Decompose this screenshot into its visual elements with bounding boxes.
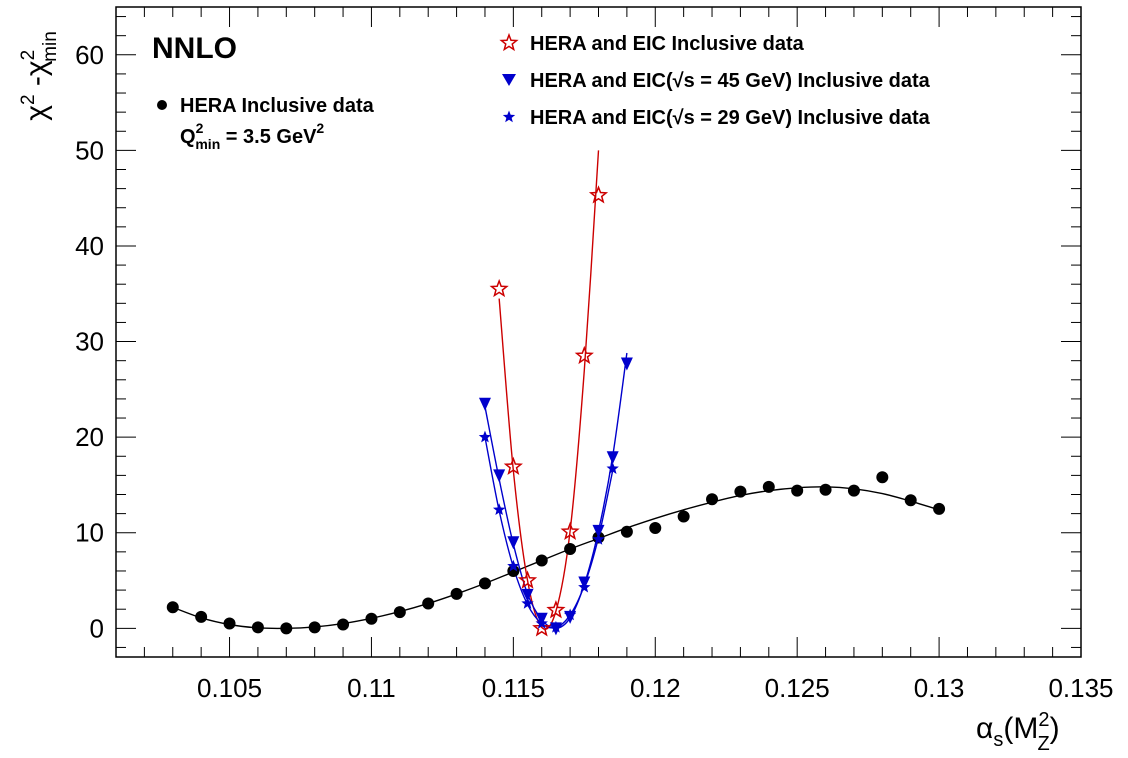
- point-eic: [588, 185, 609, 204]
- axis-ticks: [116, 7, 1082, 657]
- legend-marker-eic45: [502, 74, 516, 86]
- y-tick-labels: 0 10 20 30 40 50 60: [75, 40, 104, 644]
- point-hera: [791, 484, 804, 497]
- point-eic: [546, 600, 566, 619]
- legend-label-eic45: HERA and EIC(√s = 45 GeV) Inclusive data: [530, 70, 931, 92]
- legend-label-eic29: HERA and EIC(√s = 29 GeV) Inclusive data: [530, 107, 931, 129]
- point-hera: [251, 621, 264, 634]
- point-hera: [393, 606, 406, 619]
- x-tick-label: 0.11: [347, 673, 396, 703]
- point-eic45: [620, 357, 633, 371]
- point-eic29: [507, 559, 520, 572]
- fit-curve-3: [484, 437, 614, 629]
- legend-marker-eic29: [502, 110, 516, 123]
- plot-frame: [115, 6, 1082, 658]
- point-eic45: [592, 524, 605, 538]
- point-hera: [620, 525, 633, 538]
- point-hera: [365, 612, 378, 625]
- point-hera: [166, 601, 179, 614]
- point-hera: [933, 502, 946, 515]
- point-hera: [422, 597, 435, 610]
- point-eic29: [535, 617, 548, 629]
- legend-label-hera: HERA Inclusive data: [180, 95, 375, 117]
- point-eic29: [478, 430, 492, 443]
- y-tick-label: 50: [75, 135, 104, 165]
- point-hera: [649, 521, 662, 534]
- point-hera: [904, 494, 917, 507]
- point-eic29: [549, 620, 563, 633]
- point-hera: [819, 483, 832, 496]
- point-eic: [574, 345, 594, 365]
- y-tick-label: 60: [75, 40, 104, 70]
- point-eic: [489, 278, 509, 298]
- point-eic: [517, 570, 538, 589]
- point-eic45: [478, 397, 491, 411]
- x-tick-label: 0.12: [630, 673, 681, 703]
- point-eic29: [492, 503, 506, 516]
- point-hera: [337, 618, 350, 631]
- point-eic29: [521, 596, 534, 609]
- x-axis-label: αs(M2 Z): [976, 709, 1060, 755]
- legend-right: HERA and EIC Inclusive data HERA and EIC…: [499, 32, 931, 129]
- point-hera: [847, 484, 860, 497]
- point-eic45: [493, 469, 506, 483]
- x-tick-label: 0.13: [914, 673, 965, 703]
- point-hera: [706, 493, 719, 506]
- data-points: [166, 185, 946, 637]
- point-eic29: [563, 608, 577, 621]
- point-hera: [762, 480, 775, 493]
- point-eic: [560, 521, 580, 540]
- point-hera: [478, 577, 491, 590]
- point-eic: [503, 456, 523, 475]
- point-hera: [734, 485, 747, 498]
- point-hera: [280, 622, 293, 635]
- point-eic45: [521, 588, 534, 602]
- point-hera: [308, 621, 321, 634]
- y-tick-label: 40: [75, 231, 104, 261]
- point-eic29: [592, 532, 605, 545]
- point-hera: [450, 587, 463, 600]
- point-eic45: [507, 536, 520, 550]
- point-eic29: [606, 462, 619, 474]
- point-eic29: [578, 580, 591, 593]
- point-eic45: [606, 451, 619, 465]
- y-tick-label: 20: [75, 422, 104, 452]
- fit-curves: [172, 150, 940, 630]
- y-tick-label: 0: [90, 613, 104, 643]
- x-tick-labels: 0.105 0.11 0.115 0.12 0.125 0.13 0.135: [197, 673, 1114, 703]
- x-tick-label: 0.105: [197, 673, 262, 703]
- y-tick-label: 30: [75, 327, 104, 357]
- point-hera: [195, 610, 208, 623]
- legend-marker-eic: [499, 32, 519, 52]
- point-hera: [564, 542, 577, 555]
- point-eic: [532, 618, 552, 637]
- x-tick-label: 0.115: [482, 673, 545, 703]
- qmin-annotation: Q2 min = 3.5 GeV2: [180, 120, 324, 152]
- point-hera: [535, 554, 548, 567]
- point-hera: [876, 471, 889, 484]
- y-axis-label: χ2 -χ2min: [18, 31, 61, 121]
- x-tick-label: 0.125: [765, 673, 830, 703]
- chart-title: NNLO: [152, 32, 237, 65]
- y-tick-label: 10: [75, 518, 104, 548]
- x-tick-label: 0.135: [1048, 673, 1113, 703]
- point-hera: [677, 510, 690, 523]
- legend-label-eic: HERA and EIC Inclusive data: [530, 33, 805, 55]
- legend-marker-hera: [157, 100, 167, 110]
- point-hera: [223, 617, 236, 630]
- point-hera: [507, 564, 520, 577]
- fit-curve-0: [172, 486, 940, 630]
